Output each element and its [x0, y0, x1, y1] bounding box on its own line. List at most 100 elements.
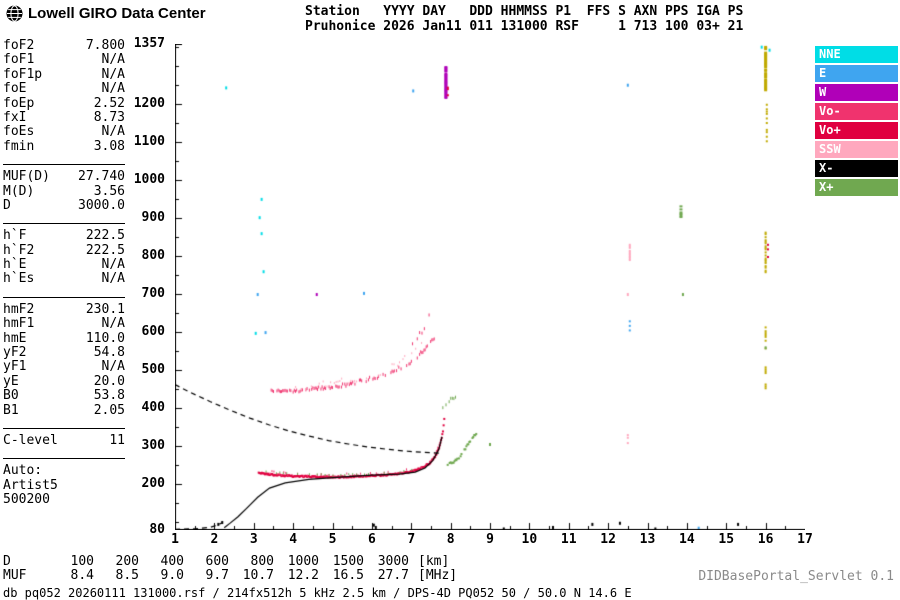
param-row: h`E N/A [3, 257, 125, 273]
param-group-divider [3, 223, 125, 225]
legend-item: SSW [815, 141, 898, 158]
param-value: N/A [101, 359, 125, 375]
param-value: 20.0 [93, 373, 125, 389]
param-label: fmin [3, 138, 35, 154]
legend-item: X+ [815, 179, 898, 196]
param-label: hmE [3, 330, 27, 346]
x-tick-label: 2 [210, 532, 219, 547]
muf-value: 200 [115, 554, 139, 569]
param-group-divider [3, 427, 125, 429]
param-row: B1 2.05 [3, 402, 125, 418]
param-row: Auto: [3, 463, 125, 478]
y-tick-label: 900 [141, 209, 165, 225]
param-label: B1 [3, 402, 19, 418]
param-label: 500200 [3, 492, 50, 508]
y-tick-label: 200 [141, 476, 165, 492]
param-value: 110.0 [85, 330, 125, 346]
x-tick-label: 3 [249, 532, 258, 547]
x-tick-label: 5 [328, 532, 337, 547]
param-value: 222.5 [85, 228, 125, 244]
param-row: yF1 N/A [3, 359, 125, 375]
muf-value: 800 [250, 554, 274, 569]
giro-logo: Lowell GIRO Data Center [6, 5, 206, 22]
status-bar: db pq052 20260111 131000.rsf / 214fx512h… [3, 586, 632, 600]
ionogram-plot [175, 44, 805, 530]
param-row: hmE 110.0 [3, 330, 125, 346]
param-label: yE [3, 373, 19, 389]
y-tick-label: 1200 [133, 95, 165, 111]
muf-value: 100 [70, 554, 94, 569]
param-label: foEp [3, 95, 35, 111]
muf-value: 3000 [377, 554, 409, 569]
ionogram-canvas [175, 44, 805, 530]
param-label: foE [3, 81, 27, 97]
x-tick-label: 6 [367, 532, 376, 547]
param-row: fxI 8.73 [3, 110, 125, 125]
y-tick-label: 1000 [133, 171, 165, 187]
param-label: yF1 [3, 359, 27, 375]
muf-value: 400 [160, 554, 184, 569]
y-tick-label: 600 [141, 324, 165, 340]
legend-item: Vo+ [815, 122, 898, 139]
muf-value: 8.5 [115, 568, 139, 583]
muf-table-row: MUF 8.4 8.5 9.0 9.7 10.7 12.2 16.5 27.7 [MHz] [3, 569, 457, 583]
param-label: h`E [3, 257, 27, 273]
x-tick-label: 9 [486, 532, 494, 547]
muf-unit: [km] [418, 554, 450, 569]
param-row: 500200 [3, 492, 125, 508]
x-tick-label: 14 [679, 532, 695, 547]
muf-unit: [MHz] [418, 568, 458, 583]
legend-item: NNE [815, 46, 898, 63]
param-row: MUF(D) 27.740 [3, 169, 125, 185]
param-label: hmF2 [3, 301, 35, 317]
y-tick-label: 80 [149, 522, 165, 537]
y-tick-label: 400 [141, 400, 165, 416]
param-row: h`Es N/A [3, 272, 125, 287]
param-label: yF2 [3, 345, 27, 361]
logo-text: Lowell GIRO Data Center [28, 5, 206, 22]
param-label: B0 [3, 388, 19, 404]
x-tick-label: 1 [171, 532, 179, 547]
param-value: N/A [101, 257, 125, 273]
muf-value: 12.2 [287, 568, 319, 583]
param-row: Artist5 [3, 478, 125, 493]
param-label: C-level [3, 432, 58, 448]
param-label: foF1 [3, 52, 35, 68]
param-group-divider [3, 296, 125, 298]
muf-value: 16.5 [332, 568, 364, 583]
y-tick-label: 1357 [133, 36, 165, 51]
muf-value: 27.7 [377, 568, 409, 583]
muf-value: 9.7 [205, 568, 229, 583]
station-info: Station YYYY DAY DDD HHMMSS P1 FFS S AXN… [305, 4, 744, 34]
muf-value: 1000 [287, 554, 319, 569]
muf-value: 8.4 [70, 568, 94, 583]
servlet-version: DIDBasePortal_Servlet 0.1 [698, 569, 894, 584]
param-value: 3.56 [93, 183, 125, 199]
param-label: hmF1 [3, 316, 35, 332]
param-value: 230.1 [85, 301, 125, 317]
param-row: foF1p N/A [3, 67, 125, 82]
param-row: fmin 3.08 [3, 138, 125, 154]
param-value: N/A [101, 316, 125, 332]
param-value: 7.800 [85, 38, 125, 53]
param-row: foF1 N/A [3, 52, 125, 68]
param-row: hmF1 N/A [3, 316, 125, 332]
param-label: foF2 [3, 38, 35, 53]
param-row: h`F 222.5 [3, 228, 125, 244]
y-tick-label: 700 [141, 286, 165, 302]
param-label: MUF(D) [3, 169, 50, 185]
x-tick-label: 13 [639, 532, 656, 547]
param-label: foEs [3, 124, 35, 140]
param-row: D 3000.0 [3, 197, 125, 213]
echo-type-legend: NNE E W Vo- Vo+ SSW X- X+ [815, 46, 898, 198]
x-tick-label: 11 [560, 532, 577, 547]
param-label: h`F2 [3, 242, 35, 258]
globe-icon [6, 5, 23, 22]
legend-item: W [815, 84, 898, 101]
param-row: foEs N/A [3, 124, 125, 140]
x-axis-ticks: 1 2 3 4 5 6 7 8 9 10 11 12 13 14 15 16 17 [171, 532, 815, 548]
x-tick-label: 16 [757, 532, 774, 547]
param-value: 2.05 [93, 402, 125, 418]
param-value: 3000.0 [78, 197, 125, 213]
